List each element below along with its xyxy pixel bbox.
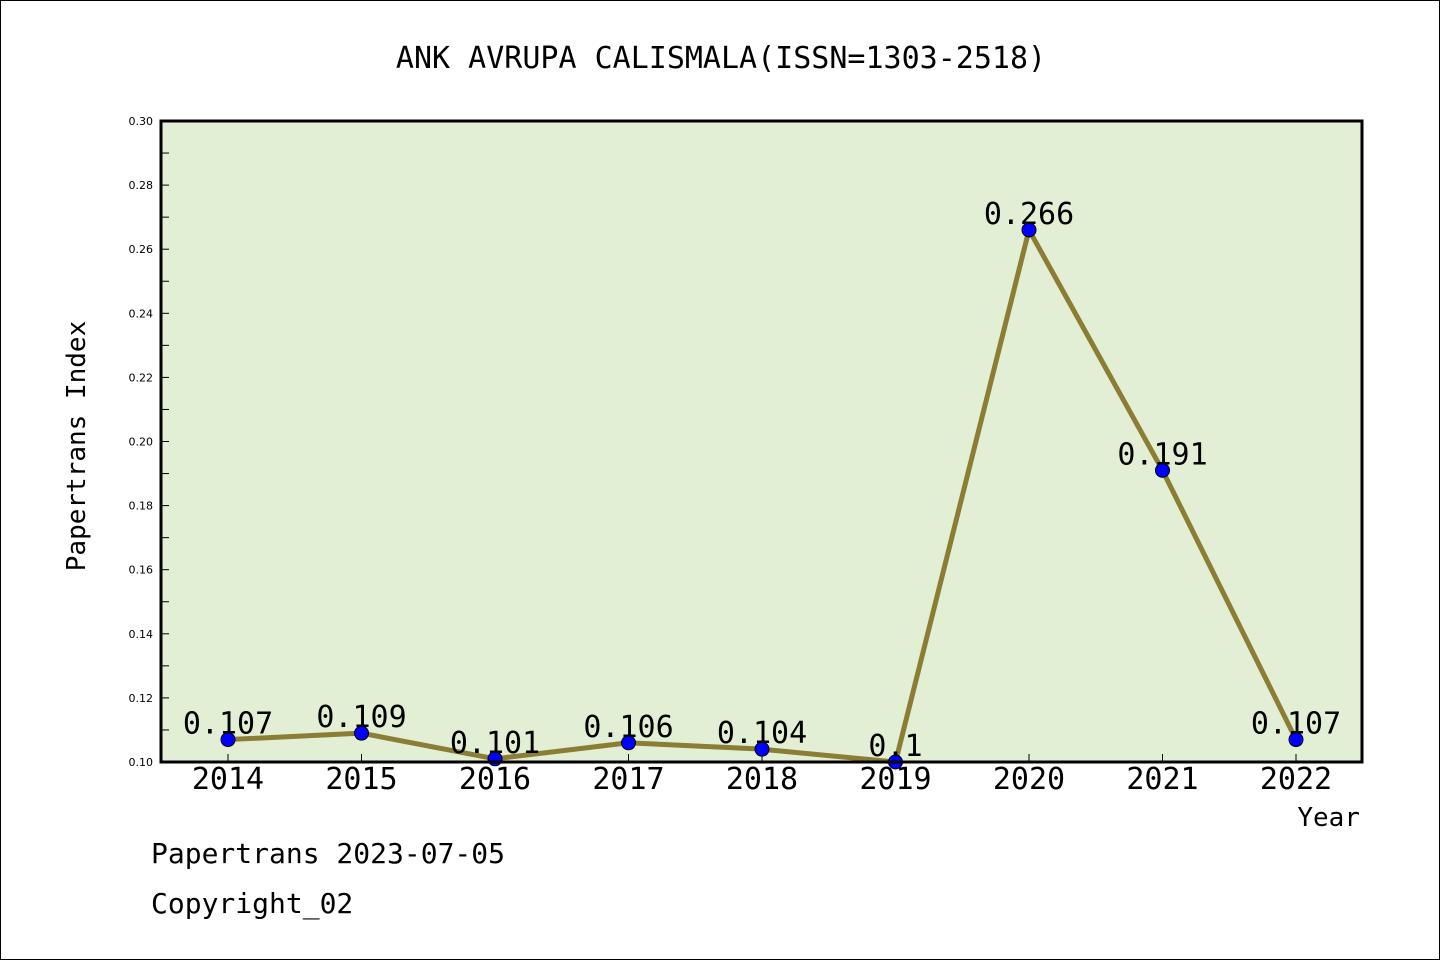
x-tick-label: 2014: [192, 762, 264, 797]
data-point: [1021, 222, 1037, 238]
data-labels: 0.107 0.109 0.101 0.106 0.104 0.1 0.266 0.191 0.…: [183, 197, 1341, 764]
data-label: 0.106: [583, 710, 673, 745]
data-label: 0.101: [450, 726, 540, 761]
y-tick-label: 0.12: [129, 692, 154, 705]
data-point: [1288, 732, 1304, 748]
data-label: 0.191: [1117, 437, 1207, 472]
x-tick-label: 2022: [1260, 762, 1332, 797]
data-point: [1155, 462, 1170, 478]
data-label: 0.266: [984, 197, 1074, 232]
x-axis-label: Year: [1297, 803, 1360, 833]
y-tick-label: 0.18: [129, 500, 154, 513]
data-point: [220, 732, 236, 748]
plot-area: [161, 121, 1362, 762]
x-tick-label: 2021: [1126, 762, 1198, 797]
data-point: [621, 735, 636, 751]
data-label: 0.107: [183, 707, 273, 742]
data-label: 0.107: [1251, 707, 1341, 742]
y-tick-label: 0.10: [129, 756, 154, 769]
y-tick-label: 0.14: [129, 628, 154, 641]
y-tick-label: 0.28: [129, 179, 154, 192]
plot-border: [159, 119, 1364, 764]
x-tick-label: 2015: [325, 762, 397, 797]
x-axis: 2014 2015 2016 2017 2018 2019 2020 2021 2022: [192, 754, 1332, 797]
x-tick-label: 2016: [459, 762, 531, 797]
source-date: Papertrans 2023-07-05: [151, 837, 506, 870]
y-tick-label: 0.16: [129, 564, 154, 577]
y-tick-label: 0.26: [129, 243, 154, 256]
y-tick-label: 0.22: [129, 371, 154, 384]
data-point: [354, 725, 369, 741]
data-label: 0.109: [316, 700, 406, 735]
x-tick-label: 2018: [726, 762, 798, 797]
y-tick-label: 0.24: [129, 307, 154, 320]
x-tick-label: 2020: [993, 762, 1065, 797]
y-axis-label: Papertrans Index: [62, 321, 92, 571]
y-axis: 0.10 0.12 0.14 0.16 0.18 0.20 0.22 0.24 0.26 0.28…: [129, 115, 169, 769]
chart-title: ANK AVRUPA CALISMALA(ISSN=1303-2518): [396, 41, 1046, 76]
y-tick-label: 0.20: [129, 436, 154, 449]
x-tick-label: 2017: [592, 762, 664, 797]
copyright: Copyright_02: [151, 887, 354, 920]
data-label: 0.1: [868, 729, 922, 764]
markers: [220, 222, 1304, 770]
data-label: 0.104: [717, 716, 807, 751]
data-point: [754, 741, 770, 757]
y-tick-label: 0.30: [129, 115, 154, 128]
